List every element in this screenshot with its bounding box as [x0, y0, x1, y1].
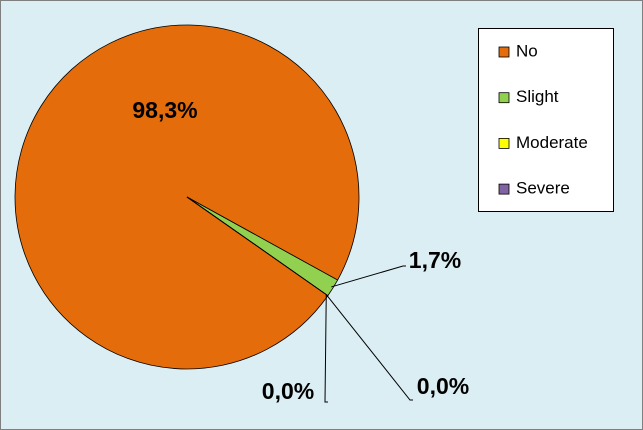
leader-line: [325, 294, 413, 401]
leader-line: [331, 265, 406, 288]
data-label: 98,3%: [132, 97, 197, 123]
legend-label: No: [516, 41, 538, 60]
legend-label: Slight: [516, 87, 559, 106]
legend-swatch: [498, 46, 510, 58]
data-label: 0,0%: [262, 378, 314, 404]
legend-swatch: [498, 183, 510, 195]
data-label: 1,7%: [409, 247, 461, 273]
pie-slice: [186, 196, 329, 296]
legend-box: [478, 28, 614, 212]
leader-line: [324, 294, 328, 403]
legend-label: Moderate: [516, 133, 588, 152]
legend-swatch: [498, 137, 510, 149]
legend-label: Severe: [516, 179, 570, 198]
data-label: 0,0%: [417, 373, 469, 399]
legend-swatch: [498, 92, 510, 104]
